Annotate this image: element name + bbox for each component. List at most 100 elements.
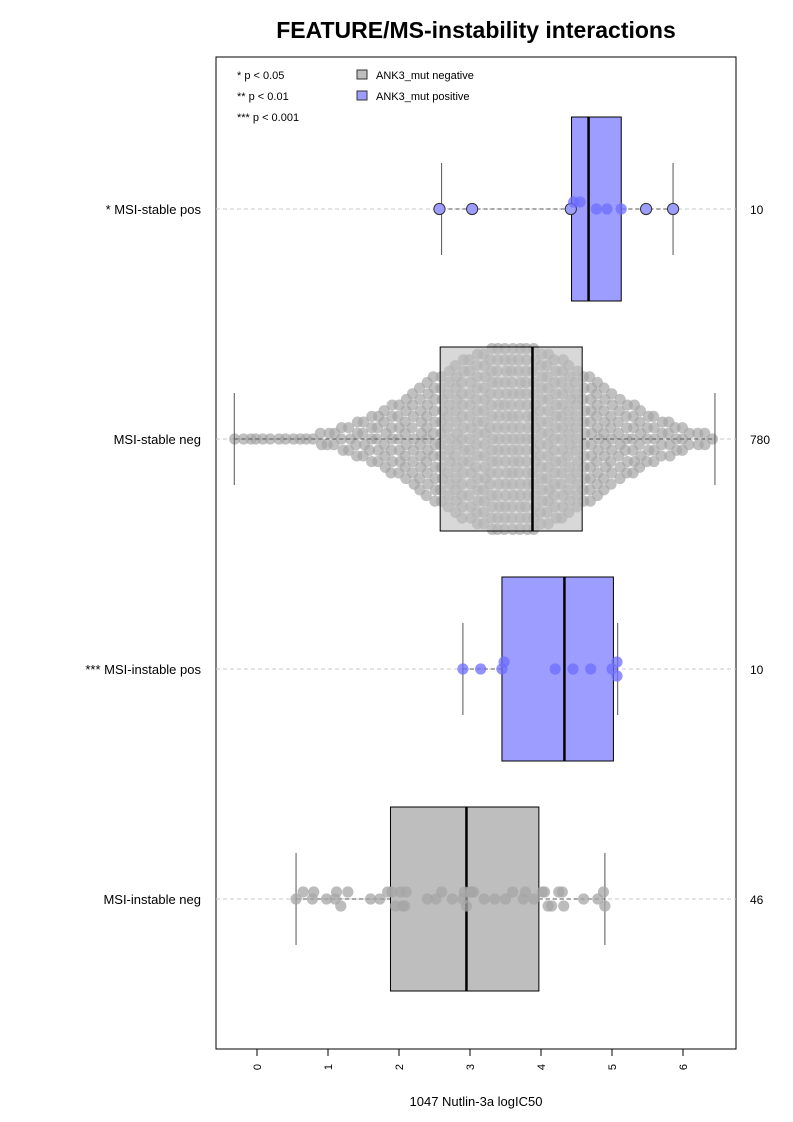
swarm-point xyxy=(427,371,439,383)
data-point xyxy=(460,900,473,912)
data-points xyxy=(290,196,680,912)
x-tick-label: 6 xyxy=(678,1064,690,1070)
legend-label: ANK3_mut negative xyxy=(376,70,474,82)
data-point xyxy=(666,202,680,216)
data-point xyxy=(597,886,610,898)
data-point xyxy=(478,893,490,905)
chart-title: FEATURE/MS-instability interactions xyxy=(276,17,676,43)
data-point xyxy=(489,893,501,905)
group-label: * MSI-stable pos xyxy=(106,202,202,217)
data-point xyxy=(599,900,611,912)
data-point xyxy=(567,663,579,675)
significance-legend-item: * p < 0.05 xyxy=(237,70,284,82)
data-point xyxy=(421,893,433,905)
data-point xyxy=(399,900,411,912)
swarm-point xyxy=(612,427,624,439)
count-label: 10 xyxy=(750,203,764,217)
legend: * p < 0.05 ** p < 0.01 *** p < 0.001 ANK3_m… xyxy=(237,69,474,124)
count-label: 780 xyxy=(750,433,770,447)
swarm-point xyxy=(357,427,369,439)
swarm-point xyxy=(413,382,426,394)
data-point xyxy=(611,656,623,668)
data-point xyxy=(308,886,320,898)
significance-legend-item: ** p < 0.01 xyxy=(237,91,289,103)
x-axis: 0 1 2 3 4 5 6 xyxy=(252,1048,690,1070)
data-point xyxy=(601,203,613,215)
data-point xyxy=(611,670,623,682)
swarm-point xyxy=(605,478,617,490)
x-axis-label: 1047 Nutlin-3a logIC50 xyxy=(410,1094,543,1109)
gridlines xyxy=(216,208,736,900)
data-point xyxy=(585,663,597,675)
swarm-point xyxy=(427,427,440,439)
swarm-point xyxy=(314,427,326,439)
count-label: 10 xyxy=(750,663,764,677)
data-point xyxy=(335,900,347,912)
swarm-point xyxy=(598,382,610,394)
data-point xyxy=(615,203,627,215)
data-point xyxy=(639,202,653,216)
data-point xyxy=(297,886,309,898)
swarm-point xyxy=(420,489,432,502)
data-point xyxy=(330,886,343,898)
data-point xyxy=(365,893,377,905)
swarm-point xyxy=(606,388,618,400)
swarm-point xyxy=(612,416,624,428)
legend-swatch xyxy=(356,69,368,80)
group-label: *** MSI-instable pos xyxy=(85,662,201,677)
data-point xyxy=(558,900,570,912)
swarm-point xyxy=(656,439,668,451)
data-point xyxy=(556,886,568,898)
data-point xyxy=(436,886,448,898)
data-point xyxy=(466,202,479,216)
data-point xyxy=(499,893,512,905)
swarm-point xyxy=(399,450,411,462)
swarm-point xyxy=(606,467,618,479)
data-point xyxy=(549,663,561,675)
data-point xyxy=(590,203,602,215)
swarm-point xyxy=(342,422,355,434)
swarm-point xyxy=(363,444,376,456)
count-label: 46 xyxy=(750,893,764,907)
data-point xyxy=(546,900,558,912)
data-point xyxy=(290,893,302,905)
swarm-point xyxy=(357,416,370,428)
swarm-point xyxy=(421,467,433,479)
data-point xyxy=(433,202,446,216)
swarm-point xyxy=(591,456,603,468)
data-point xyxy=(578,893,590,905)
group-labels: * MSI-stable pos MSI-stable neg *** MSI-in… xyxy=(85,202,201,907)
count-labels: 10 780 10 46 xyxy=(750,203,770,907)
swarm-point xyxy=(428,405,440,417)
data-point xyxy=(400,886,412,898)
swarm-point xyxy=(350,439,362,451)
data-point xyxy=(538,886,551,898)
data-point xyxy=(446,893,458,905)
legend-swatch xyxy=(356,90,368,101)
x-tick-label: 0 xyxy=(252,1064,264,1070)
swarm-point xyxy=(385,444,398,456)
x-tick-label: 2 xyxy=(394,1064,406,1070)
data-point xyxy=(342,886,354,898)
data-point xyxy=(467,886,480,898)
swarm-point xyxy=(655,450,667,462)
box xyxy=(439,346,583,532)
x-tick-label: 3 xyxy=(465,1064,477,1070)
swarm-point xyxy=(378,405,390,417)
swarm-point xyxy=(407,456,419,468)
data-point xyxy=(498,656,510,668)
data-point xyxy=(374,893,386,905)
swarm-point xyxy=(683,427,695,439)
swarm-point xyxy=(584,371,596,383)
data-point xyxy=(457,663,469,675)
swarm-point xyxy=(605,456,617,468)
group-label: MSI-instable neg xyxy=(103,892,201,907)
data-point xyxy=(475,663,487,675)
significance-legend-item: *** p < 0.001 xyxy=(237,112,299,124)
boxplots xyxy=(233,116,716,992)
swarm-point xyxy=(413,472,426,485)
legend-label: ANK3_mut positive xyxy=(376,91,470,103)
swarm-point xyxy=(683,439,695,451)
swarm-point xyxy=(648,422,660,434)
